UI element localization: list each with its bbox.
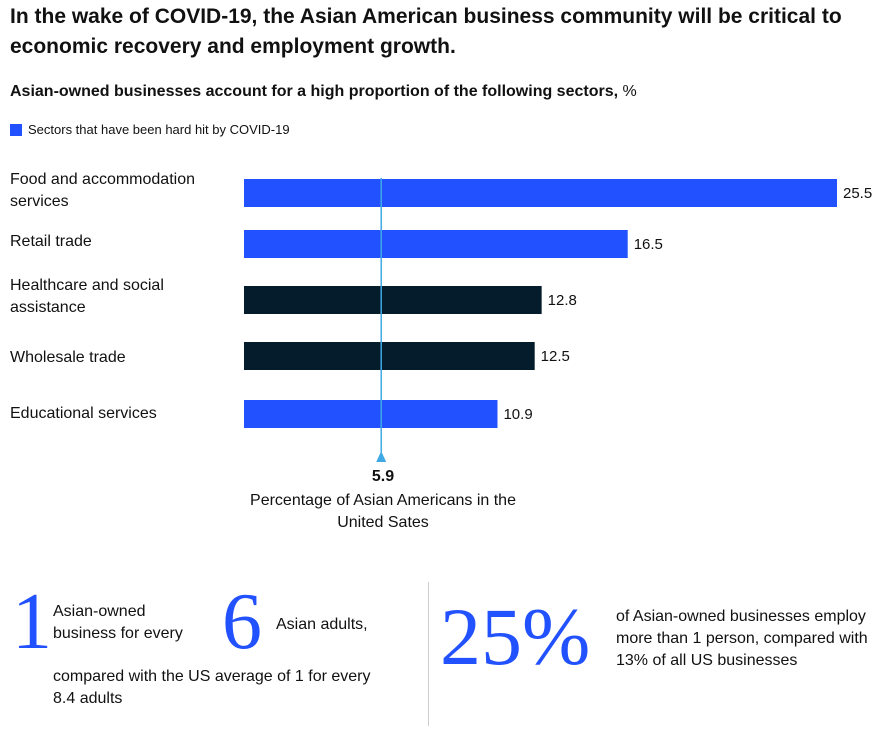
- value-label-food: 25.5: [843, 185, 872, 202]
- stat-text-employ-more: of Asian-owned businesses employ more th…: [616, 608, 868, 669]
- stat-text-us-average: compared with the US average of 1 for ev…: [53, 668, 371, 707]
- reference-value: 5.9: [371, 468, 395, 485]
- category-label-educational: Educational services: [10, 405, 157, 422]
- category-label-food: Food and accommodation services: [10, 171, 195, 210]
- bar-food: [244, 179, 837, 207]
- stat-number-six: 6: [222, 578, 262, 666]
- bar-chart: 25.5 16.5 12.8 12.5 10.9: [244, 178, 872, 462]
- legend-swatch: [10, 123, 22, 136]
- reference-label: Percentage of Asian Americans in the Uni…: [250, 492, 516, 531]
- category-label-wholesale: Wholesale trade: [10, 349, 126, 366]
- legend-label: Sectors that have been hard hit by COVID…: [28, 122, 290, 137]
- chart-subtitle: Asian-owned businesses account for a hig…: [10, 83, 637, 101]
- value-label-retail: 16.5: [634, 236, 663, 253]
- reference-marker-icon: [376, 451, 387, 462]
- bar-educational: [244, 400, 498, 428]
- category-label-healthcare: Healthcare and social assistance: [10, 277, 164, 316]
- subtitle-unit: %: [622, 83, 637, 100]
- category-label-retail: Retail trade: [10, 233, 92, 250]
- bar-retail: [244, 230, 628, 258]
- subtitle-text: Asian-owned businesses account for a hig…: [10, 83, 619, 100]
- value-label-wholesale: 12.5: [541, 348, 570, 365]
- stats-divider: [428, 582, 429, 726]
- chart-title: In the wake of COVID-19, the Asian Ameri…: [10, 5, 842, 58]
- stat-text-asian-adults: Asian adults,: [276, 616, 368, 633]
- bar-healthcare: [244, 286, 542, 314]
- value-label-healthcare: 12.8: [548, 292, 577, 309]
- stat-number-25-percent: 25%: [440, 591, 591, 682]
- value-label-educational: 10.9: [503, 406, 532, 423]
- stat-number-one: 1: [12, 578, 52, 666]
- bar-wholesale: [244, 342, 535, 370]
- stat-text-business-for-every: Asian-owned business for every: [53, 603, 183, 642]
- chart-legend: Sectors that have been hard hit by COVID…: [10, 122, 290, 137]
